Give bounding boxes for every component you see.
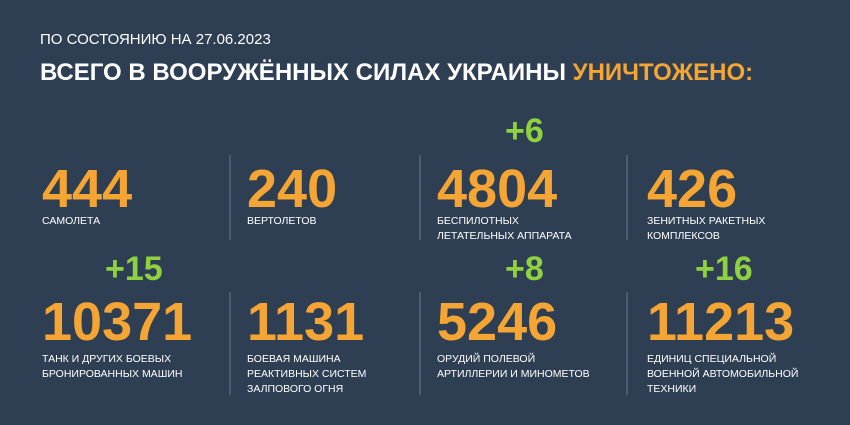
label: КОМПЛЕКСОВ [647, 230, 720, 242]
count: 5246 [437, 292, 557, 352]
label: ВОЕННОЙ АВТОМОБИЛЬНОЙ [647, 367, 798, 380]
date-line: ПО СОСТОЯНИЮ НА 27.06.2023 [40, 31, 271, 48]
increment: +15 [105, 250, 163, 288]
label: ЛЕТАТЕЛЬНЫХ АППАРАТА [437, 230, 572, 242]
label: ЗАЛПОВОГО ОГНЯ [247, 383, 343, 395]
increment: +8 [505, 250, 544, 288]
count: 426 [647, 159, 737, 219]
count: 10371 [42, 292, 192, 352]
label: БОЕВАЯ МАШИНА [247, 353, 341, 365]
count: 444 [42, 159, 132, 219]
label: ЗЕНИТНЫХ РАКЕТНЫХ [647, 215, 765, 227]
increment: +6 [505, 112, 544, 150]
label: ТАНК И ДРУГИХ БОЕВЫХ [42, 353, 171, 365]
count: 240 [247, 159, 337, 219]
count: 4804 [437, 159, 557, 219]
label: БЕСПИЛОТНЫХ [437, 215, 519, 227]
label: САМОЛЕТА [42, 215, 100, 227]
count: 1131 [247, 292, 364, 352]
count: 11213 [647, 292, 794, 352]
label: БРОНИРОВАННЫХ МАШИН [42, 368, 182, 380]
label: РЕАКТИВНЫХ СИСТЕМ [247, 368, 366, 380]
label: ВЕРТОЛЕТОВ [247, 215, 317, 227]
title: ВСЕГО В ВООРУЖЁННЫХ СИЛАХ УКРАИНЫ УНИЧТО… [40, 59, 753, 86]
title-highlight: УНИЧТОЖЕНО: [573, 59, 753, 86]
title-main: ВСЕГО В ВООРУЖЁННЫХ СИЛАХ УКРАИНЫ [40, 59, 566, 86]
separators [229, 155, 628, 395]
label: ТЕХНИКИ [647, 383, 696, 395]
label: ЕДИНИЦ СПЕЦИАЛЬНОЙ [647, 352, 776, 365]
increment: +16 [695, 250, 753, 288]
label: ОРУДИЙ ПОЛЕВОЙ [437, 352, 535, 365]
label: АРТИЛЛЕРИИ И МИНОМЕТОВ [437, 368, 590, 380]
